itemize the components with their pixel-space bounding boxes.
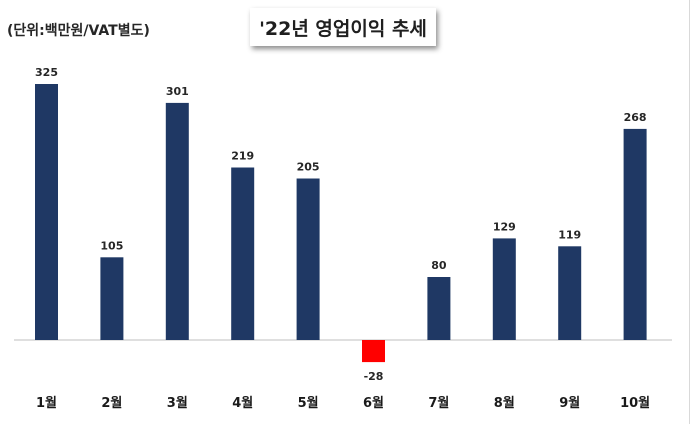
x-tick-label-10월: 10월 [620,395,650,411]
unit-label: (단위:백만원/VAT별도) [7,23,150,39]
data-label-7월: 80 [431,259,447,272]
data-label-1월: 325 [35,66,58,79]
data-label-3월: 301 [166,85,189,98]
bar-1월 [35,84,58,340]
bar-7월 [427,277,451,340]
bar-6월 [362,340,385,363]
data-label-6월: -28 [364,370,384,383]
data-label-10월: 268 [624,111,647,124]
x-tick-label-9월: 9월 [559,395,580,411]
x-tick-label-3월: 3월 [167,395,188,411]
chart-title: '22년 영업이익 추세 [259,17,427,40]
data-label-8월: 129 [493,220,516,233]
x-tick-label-8월: 8월 [494,395,515,411]
data-label-4월: 219 [231,150,254,163]
x-tick-label-2월: 2월 [101,395,122,411]
bar-4월 [231,167,255,340]
bar-3월 [165,102,189,341]
x-tick-label-7월: 7월 [428,395,449,411]
data-label-2월: 105 [100,239,123,252]
data-label-9월: 119 [558,228,581,241]
x-tick-label-5월: 5월 [298,395,319,411]
bar-5월 [296,178,320,340]
data-label-5월: 205 [297,161,320,174]
x-tick-label-1월: 1월 [36,395,57,411]
bar-2월 [100,257,124,340]
bar-9월 [558,246,582,340]
bar-8월 [492,238,516,340]
chart-title-box: '22년 영업이익 추세 [250,8,436,46]
x-tick-label-4월: 4월 [232,395,253,411]
x-tick-label-6월: 6월 [363,395,384,411]
bar-10월 [623,128,647,340]
